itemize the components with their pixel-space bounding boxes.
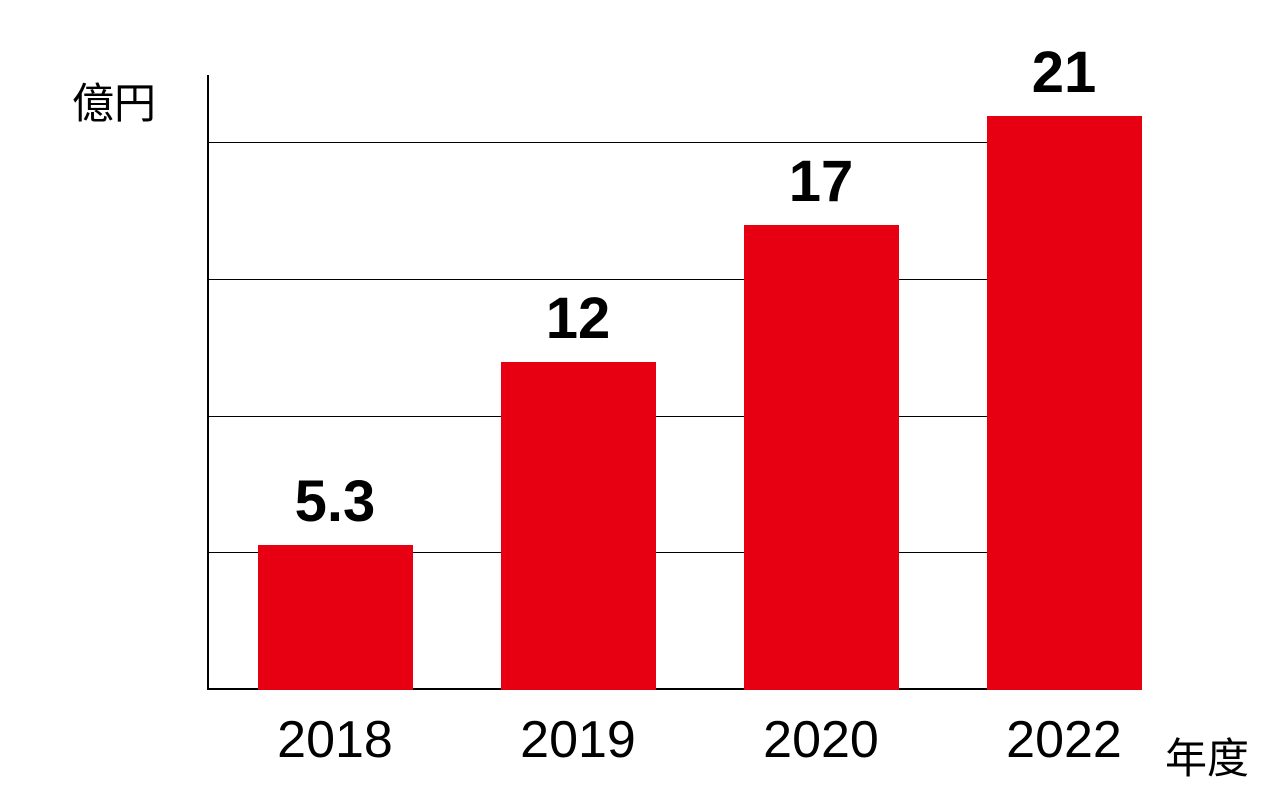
y-axis-label: 億円 <box>72 70 156 131</box>
category-label: 2018 <box>277 710 393 770</box>
bar <box>258 545 413 690</box>
bar-value-label: 12 <box>546 285 611 352</box>
category-label: 2022 <box>1006 710 1122 770</box>
bar <box>744 225 899 690</box>
y-axis-line <box>207 75 209 690</box>
bar-value-label: 17 <box>789 148 854 215</box>
x-axis-label: 年度 <box>1165 725 1249 786</box>
bar-chart: 億円 5.3 12 17 21 年度 2018 2019 2020 2022 <box>0 0 1284 800</box>
bar-value-label: 5.3 <box>295 468 376 535</box>
bar <box>501 362 656 690</box>
bar-value-label: 21 <box>1032 39 1097 106</box>
plot-area: 5.3121721 <box>207 75 1135 690</box>
bar <box>987 116 1142 690</box>
category-label: 2020 <box>763 710 879 770</box>
category-label: 2019 <box>520 710 636 770</box>
